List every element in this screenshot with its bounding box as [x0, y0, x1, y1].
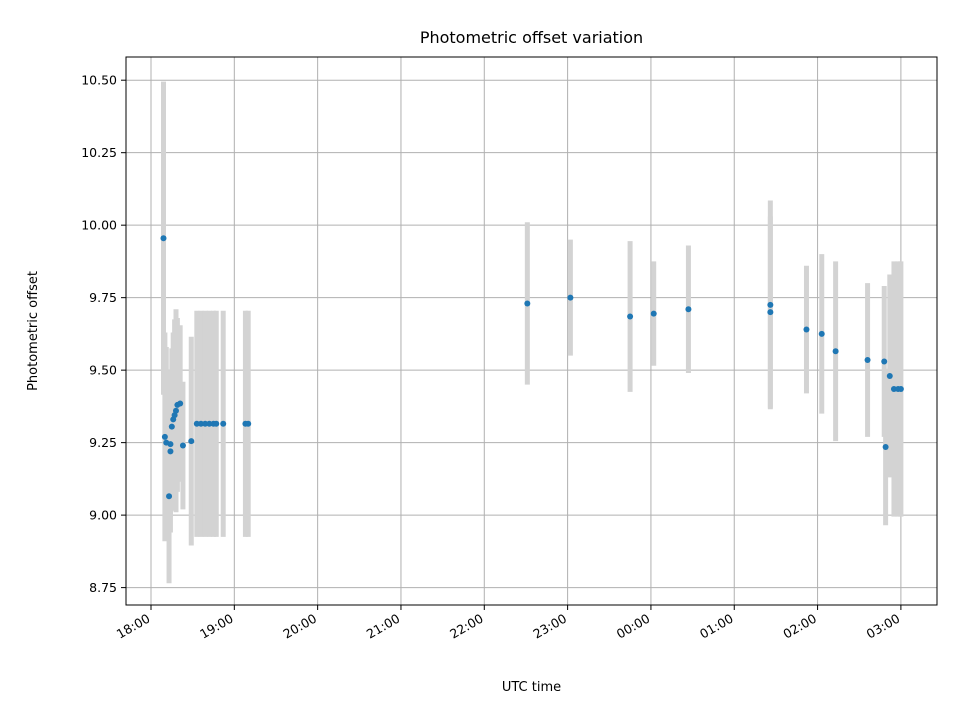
data-point — [767, 309, 774, 316]
data-point — [882, 443, 889, 450]
grid — [126, 57, 937, 605]
data-point — [206, 420, 213, 427]
y-tick-label: 9.50 — [89, 363, 117, 378]
x-tick-label: 00:00 — [614, 611, 653, 642]
data-point — [161, 433, 168, 440]
x-axis: 18:00 19:00 20:00 21:00 22:00 23:00 00:00 01:00… — [114, 605, 903, 642]
chart-title: Photometric offset variation — [420, 28, 643, 47]
data-point — [168, 423, 175, 430]
data-point — [803, 326, 810, 333]
data-point — [685, 306, 692, 313]
data-point — [650, 310, 657, 317]
x-tick-label: 18:00 — [114, 611, 153, 642]
x-tick-label: 23:00 — [530, 611, 569, 642]
data-point — [202, 420, 209, 427]
data-point — [627, 313, 634, 320]
errorbars — [160, 81, 904, 584]
data-point — [179, 442, 186, 449]
y-axis-label: Photometric offset — [26, 271, 41, 391]
y-tick-label: 8.75 — [89, 580, 117, 595]
data-point — [166, 493, 173, 500]
data-point — [167, 441, 174, 448]
x-tick-label: 19:00 — [197, 611, 236, 642]
data-point — [197, 420, 204, 427]
data-point — [160, 235, 167, 242]
data-point — [188, 438, 195, 445]
data-points — [160, 235, 904, 500]
x-tick-label: 21:00 — [364, 611, 403, 642]
data-point — [832, 348, 839, 355]
y-tick-label: 9.75 — [89, 290, 117, 305]
data-point — [220, 420, 227, 427]
data-point — [864, 356, 871, 363]
x-tick-label: 03:00 — [864, 611, 903, 642]
data-point — [767, 301, 774, 308]
y-tick-label: 10.00 — [81, 218, 117, 233]
x-axis-label: UTC time — [502, 680, 561, 695]
data-point — [172, 407, 179, 414]
data-point — [524, 300, 531, 307]
data-point — [567, 294, 574, 301]
data-point — [167, 448, 174, 455]
data-point — [245, 420, 252, 427]
data-point — [818, 330, 825, 337]
y-tick-label: 9.25 — [89, 435, 117, 450]
x-tick-label: 01:00 — [697, 611, 736, 642]
x-tick-label: 02:00 — [780, 611, 819, 642]
data-point — [213, 420, 220, 427]
plot-frame — [125, 56, 938, 606]
data-point — [897, 385, 904, 392]
data-point — [881, 358, 888, 365]
y-axis: 8.75 9.00 9.25 9.50 9.75 10.00 10.25 10.50 — [81, 73, 126, 595]
data-point — [890, 385, 897, 392]
data-point — [886, 372, 893, 379]
data-point — [193, 420, 200, 427]
x-tick-label: 20:00 — [280, 611, 319, 642]
y-tick-label: 10.50 — [81, 73, 117, 88]
data-point — [177, 400, 184, 407]
y-tick-label: 9.00 — [89, 508, 117, 523]
x-tick-label: 22:00 — [447, 611, 486, 642]
y-tick-label: 10.25 — [81, 145, 117, 160]
